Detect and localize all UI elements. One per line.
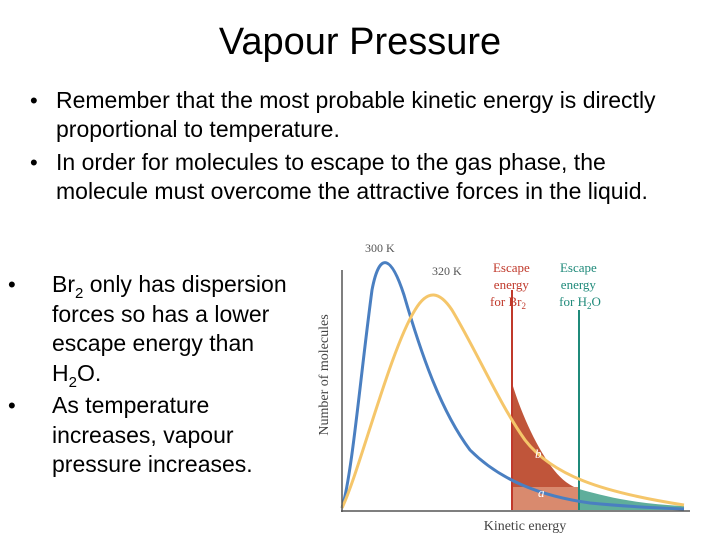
left-bullet-list: Br2 only has dispersion forces so has a … (6, 270, 306, 483)
curve-300k-label: 300 K (365, 241, 395, 255)
bullet-br2-dispersion: Br2 only has dispersion forces so has a … (6, 270, 306, 390)
region-b-fill (512, 383, 579, 489)
h2o-escape-label: Escape energy for H2O (559, 260, 601, 311)
region-b-label: b (535, 446, 542, 461)
region-a-fill (512, 487, 579, 510)
curve-320k-label: 320 K (432, 264, 462, 278)
region-a-label: a (538, 485, 545, 500)
y-axis-label: Number of molecules (317, 314, 332, 435)
bullet-temperature-increase: As temperature increases, vapour pressur… (6, 391, 306, 480)
x-axis-label: Kinetic energy (484, 519, 567, 534)
curve-320k (340, 293, 685, 509)
top-bullet-list: Remember that the most probable kinetic … (30, 86, 690, 210)
maxwell-boltzmann-figure: 300 K 320 K Escape energy for Br2 Escape… (317, 241, 690, 534)
bullet-escape-gas-phase: In order for molecules to escape to the … (30, 148, 690, 206)
curve-300k (340, 261, 685, 511)
slide-title: Vapour Pressure (218, 21, 502, 63)
bullet-kinetic-energy: Remember that the most probable kinetic … (30, 86, 690, 144)
br2-escape-label: Escape energy for Br2 (490, 260, 533, 311)
